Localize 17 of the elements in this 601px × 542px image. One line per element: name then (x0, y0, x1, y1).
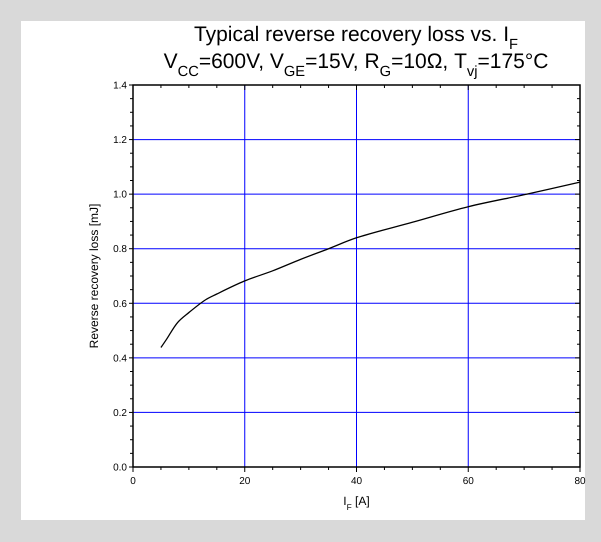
x-tick-label: 0 (130, 476, 136, 487)
y-tick-label: 0.6 (113, 298, 128, 310)
y-tick-label: 1.2 (113, 135, 128, 146)
text: V$_{CC}$=600V, V$_{GE}$=15V, R$_{G}$=10Ω, T$_{vj}$=175°C (164, 50, 548, 80)
y-tick-label: 0.8 (113, 244, 128, 256)
y-tick-label: 0.4 (113, 353, 128, 364)
y-tick-label: 1.4 (113, 80, 128, 92)
x-tick-label: 60 (462, 476, 474, 487)
y-tick-label: 0.2 (113, 408, 128, 419)
x-tick-label: 80 (574, 476, 586, 487)
x-tick-label: 40 (350, 476, 362, 487)
y-tick-label: 0.0 (113, 462, 128, 474)
x-axis-title: I$_{F}$ [A] (343, 494, 370, 512)
y-axis-title: Reverse recovery loss [mJ] (87, 204, 101, 348)
x-tick-label: 20 (239, 476, 251, 487)
y-tick-label: 1.0 (113, 190, 128, 201)
chart-title: Typical reverse recovery loss vs. I$_{F}$ (194, 23, 518, 53)
